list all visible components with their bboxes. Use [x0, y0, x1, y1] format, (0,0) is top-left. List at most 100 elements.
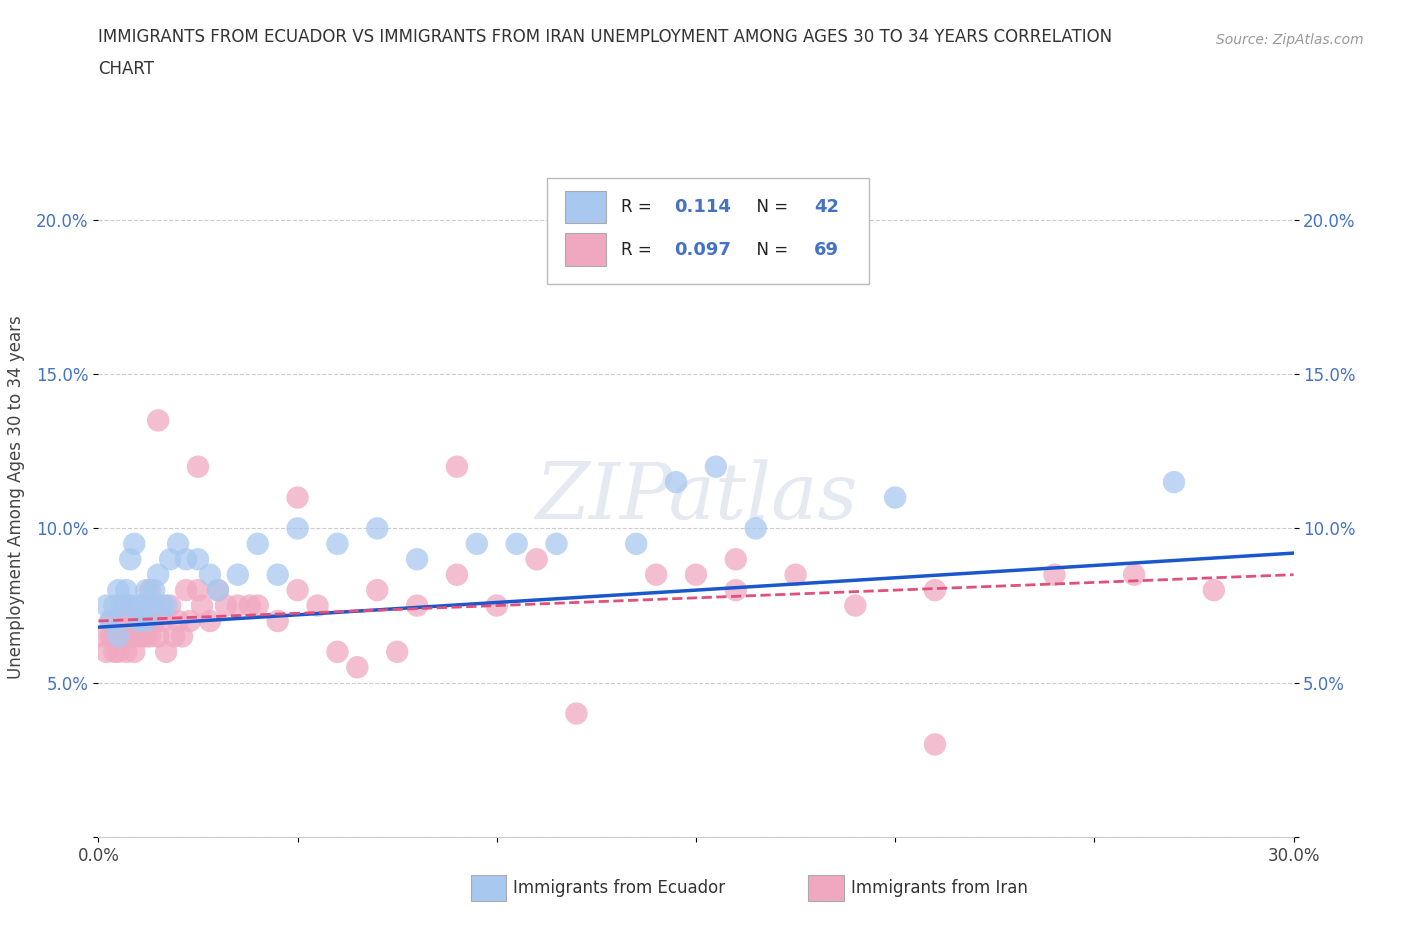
Point [174, 551, 197, 566]
Point [406, 551, 429, 566]
FancyBboxPatch shape [565, 191, 606, 223]
Point [506, 537, 529, 551]
Point [844, 598, 866, 613]
Point [111, 598, 134, 613]
Text: Source: ZipAtlas.com: Source: ZipAtlas.com [1216, 33, 1364, 46]
Point [366, 583, 388, 598]
Point [167, 614, 190, 629]
Text: Immigrants from Iran: Immigrants from Iran [851, 879, 1028, 897]
Point [924, 583, 946, 598]
FancyBboxPatch shape [471, 875, 506, 901]
Point [685, 567, 707, 582]
Point [207, 583, 229, 598]
Point [626, 537, 648, 551]
Point [159, 551, 181, 566]
Point [148, 629, 170, 644]
Point [526, 551, 548, 566]
Point [465, 537, 488, 551]
Point [884, 490, 907, 505]
Point [107, 583, 129, 598]
Text: 69: 69 [814, 241, 839, 259]
Point [111, 598, 134, 613]
Text: CHART: CHART [98, 60, 155, 78]
Point [115, 598, 138, 613]
Point [115, 614, 138, 629]
Point [287, 490, 309, 505]
Point [120, 629, 142, 644]
Point [167, 537, 190, 551]
Point [724, 583, 747, 598]
Point [446, 567, 468, 582]
Text: R =: R = [620, 241, 657, 259]
Point [127, 614, 149, 629]
Text: 42: 42 [814, 198, 839, 216]
Point [124, 537, 146, 551]
Point [385, 644, 409, 659]
Point [127, 614, 149, 629]
Point [226, 567, 249, 582]
Point [150, 614, 173, 629]
Point [267, 614, 290, 629]
Point [1163, 474, 1185, 489]
Point [287, 521, 309, 536]
Point [103, 644, 125, 659]
Point [111, 629, 134, 644]
Point [172, 629, 194, 644]
Point [107, 629, 129, 644]
Text: R =: R = [620, 198, 657, 216]
Point [326, 537, 349, 551]
Point [100, 629, 122, 644]
Point [187, 583, 209, 598]
Point [107, 644, 129, 659]
Point [127, 629, 149, 644]
Point [143, 614, 166, 629]
Text: ZIPatlas: ZIPatlas [534, 459, 858, 536]
Point [131, 614, 153, 629]
Text: IMMIGRANTS FROM ECUADOR VS IMMIGRANTS FROM IRAN UNEMPLOYMENT AMONG AGES 30 TO 34: IMMIGRANTS FROM ECUADOR VS IMMIGRANTS FR… [98, 28, 1112, 46]
Point [91, 629, 114, 644]
Point [191, 598, 214, 613]
Point [215, 598, 238, 613]
Point [924, 737, 946, 751]
Point [287, 583, 309, 598]
Point [785, 567, 807, 582]
Point [198, 567, 221, 582]
Point [446, 459, 468, 474]
Point [131, 598, 153, 613]
FancyBboxPatch shape [565, 233, 606, 266]
Text: N =: N = [747, 198, 793, 216]
FancyBboxPatch shape [547, 179, 869, 284]
Y-axis label: Unemployment Among Ages 30 to 34 years: Unemployment Among Ages 30 to 34 years [7, 315, 25, 680]
Point [704, 459, 727, 474]
Point [485, 598, 508, 613]
Point [159, 598, 181, 613]
Point [135, 629, 157, 644]
Point [174, 583, 197, 598]
Point [724, 551, 747, 566]
Point [645, 567, 668, 582]
Point [198, 614, 221, 629]
Point [120, 551, 142, 566]
Point [139, 629, 162, 644]
Point [246, 537, 269, 551]
Text: 0.097: 0.097 [675, 241, 731, 259]
Point [127, 598, 149, 613]
Point [103, 629, 125, 644]
Point [115, 583, 138, 598]
Point [139, 583, 162, 598]
Point [103, 598, 125, 613]
Text: Immigrants from Ecuador: Immigrants from Ecuador [513, 879, 725, 897]
Point [148, 567, 170, 582]
Point [546, 537, 568, 551]
Point [131, 629, 153, 644]
Point [135, 614, 157, 629]
Point [115, 644, 138, 659]
Point [267, 567, 290, 582]
Point [100, 614, 122, 629]
Point [207, 583, 229, 598]
Text: N =: N = [747, 241, 793, 259]
Point [163, 629, 186, 644]
FancyBboxPatch shape [808, 875, 844, 901]
Point [745, 521, 768, 536]
Point [148, 413, 170, 428]
